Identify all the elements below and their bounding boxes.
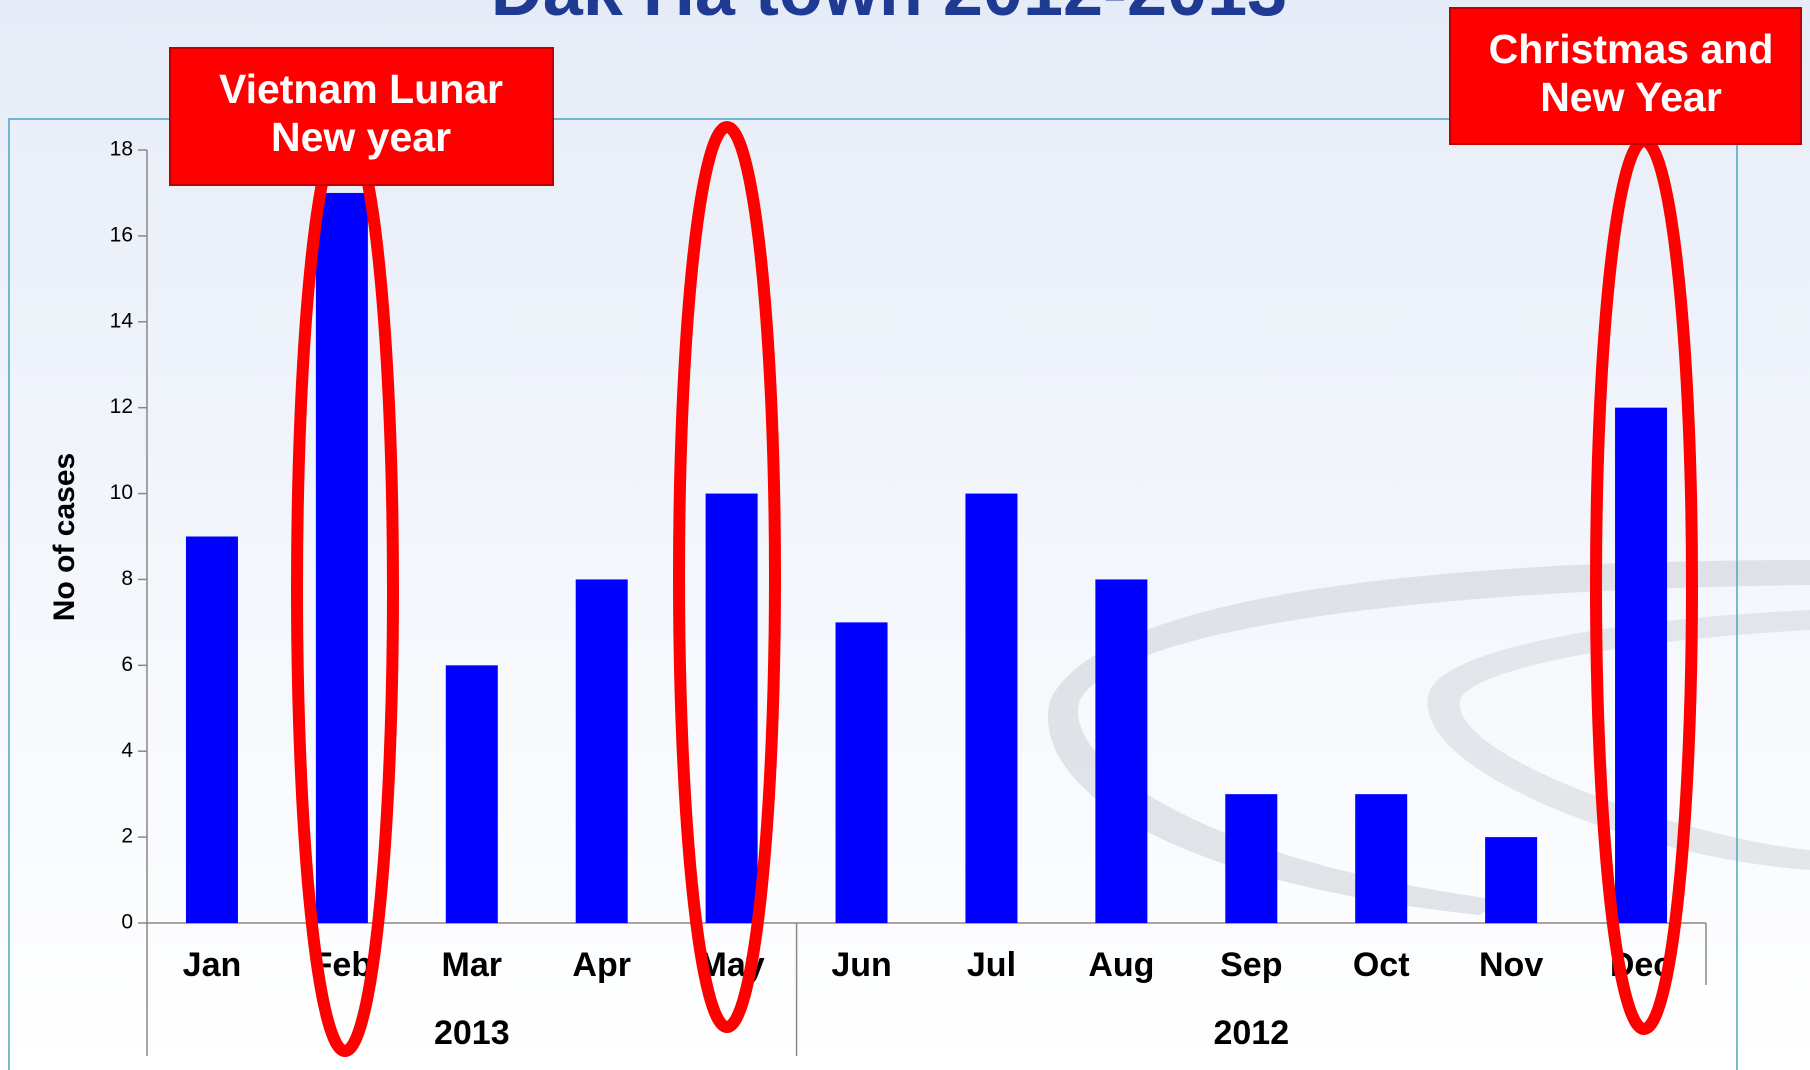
x-tick-label: Sep: [1220, 946, 1282, 984]
y-tick-label: 14: [110, 309, 134, 332]
bar: [1095, 579, 1148, 923]
bar: [1615, 407, 1668, 924]
bar: [185, 536, 238, 923]
y-tick-label: 12: [110, 395, 133, 418]
y-tick-label: 18: [110, 138, 133, 161]
annotation-box: [169, 47, 554, 186]
y-tick-label: 2: [121, 825, 133, 848]
y-tick-label: 4: [121, 739, 133, 762]
bar: [835, 622, 888, 923]
group-label: 2012: [1213, 1014, 1289, 1052]
y-tick-label: 6: [121, 653, 133, 676]
bar: [1225, 794, 1278, 923]
x-tick-label: Nov: [1479, 946, 1543, 984]
bar: [1355, 794, 1408, 923]
x-tick-label: Oct: [1353, 946, 1410, 984]
group-label: 2013: [434, 1014, 510, 1052]
bar: [1485, 837, 1538, 923]
bar: [315, 192, 368, 923]
x-tick-label: Mar: [442, 946, 502, 984]
y-tick-label: 8: [121, 567, 133, 590]
y-tick-label: 16: [110, 223, 133, 246]
x-tick-label: Jul: [967, 946, 1016, 984]
overlay: Vietnam Lunar New year Christmas and New Y…: [169, 7, 1802, 1057]
annotation: Christmas and New Year: [1489, 26, 1774, 120]
x-tick-label: Jan: [183, 946, 242, 984]
bar: [575, 579, 628, 923]
x-tick-label: Aug: [1088, 946, 1154, 984]
y-tick-label: 0: [121, 911, 133, 934]
chart-frame: [8, 118, 1738, 1070]
y-tick-label: 10: [110, 481, 133, 504]
annotation-box: [1449, 7, 1802, 145]
bar: [965, 493, 1018, 923]
annotation: Vietnam Lunar New year: [219, 66, 503, 160]
x-tick-label: Apr: [572, 946, 631, 984]
highlight-ellipse: [673, 121, 781, 1033]
bar: [445, 665, 498, 923]
y-axis-label: No of cases: [48, 453, 81, 621]
chart-title: Dak Ha town 2012-2013: [491, 0, 1287, 31]
x-tick-label: Jun: [831, 946, 891, 984]
bar: [705, 493, 758, 923]
